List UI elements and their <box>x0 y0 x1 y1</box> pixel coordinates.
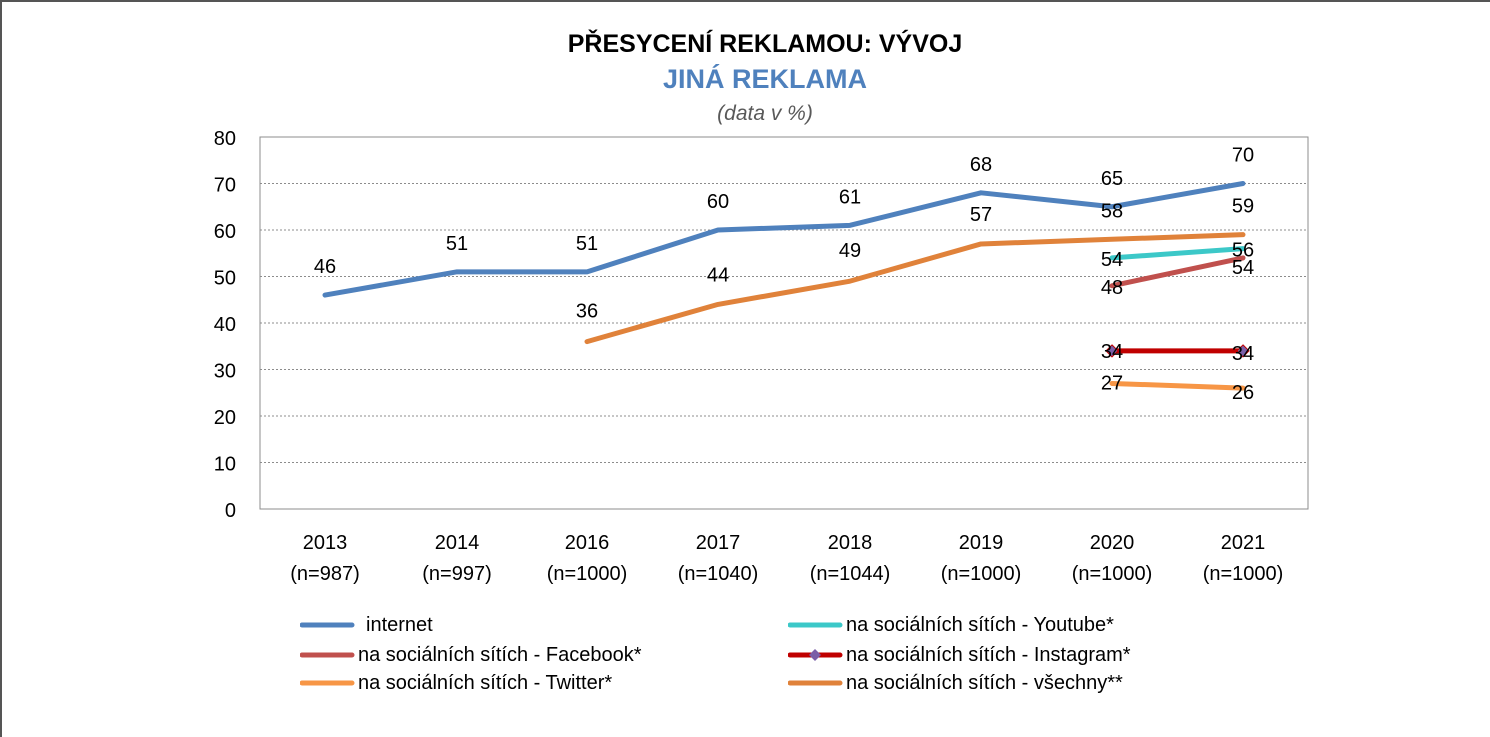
data-label: 49 <box>839 240 861 262</box>
data-label: 27 <box>1101 372 1123 394</box>
data-label: 56 <box>1232 240 1254 262</box>
legend-item: na sociálních sítích - Facebook* <box>300 642 641 668</box>
x-tick-sublabel: (n=987) <box>290 563 360 585</box>
y-tick-label: 0 <box>225 500 236 522</box>
x-tick-label: 2018 <box>828 532 873 554</box>
x-tick-label: 2021 <box>1221 532 1266 554</box>
legend-label: na sociálních sítích - Youtube* <box>846 613 1114 636</box>
y-tick-label: 20 <box>214 407 236 429</box>
x-tick-label: 2017 <box>696 532 741 554</box>
legend-swatch <box>788 622 843 628</box>
data-label: 61 <box>839 186 861 208</box>
y-tick-label: 70 <box>214 175 236 197</box>
legend-swatch <box>788 649 843 661</box>
data-label: 65 <box>1101 168 1123 190</box>
series-marker <box>1105 344 1119 358</box>
data-label: 70 <box>1232 145 1254 167</box>
y-tick-label: 60 <box>214 221 236 243</box>
series-line-4 <box>1109 380 1246 391</box>
legend-swatch <box>300 652 355 658</box>
x-tick-sublabel: (n=1044) <box>810 563 891 585</box>
legend-label: na sociálních sítích - Twitter* <box>358 671 613 694</box>
y-tick-label: 10 <box>214 454 236 476</box>
legend-item: na sociálních sítích - všechny** <box>788 670 1123 696</box>
series-line-5 <box>584 232 1246 345</box>
data-label: 44 <box>707 264 729 286</box>
x-tick-sublabel: (n=1000) <box>547 563 628 585</box>
series-marker <box>1236 344 1250 358</box>
y-tick-label: 80 <box>214 128 236 150</box>
x-tick-label: 2013 <box>303 532 348 554</box>
series-line-1 <box>1109 246 1246 261</box>
legend-item: na sociálních sítích - Twitter* <box>300 670 612 696</box>
legend-swatch <box>300 622 355 628</box>
legend-label: na sociálních sítích - Facebook* <box>358 643 642 666</box>
data-label: 54 <box>1101 249 1123 271</box>
data-label: 36 <box>576 301 598 323</box>
x-tick-label: 2014 <box>435 532 480 554</box>
chart-note: (data v %) <box>717 102 813 125</box>
x-tick-sublabel: (n=1040) <box>678 563 759 585</box>
data-label: 68 <box>970 154 992 176</box>
y-tick-label: 50 <box>214 268 236 290</box>
series-line-0 <box>322 181 1246 298</box>
series-line-2 <box>1109 255 1246 289</box>
x-tick-label: 2016 <box>565 532 610 554</box>
legend-item: na sociálních sítích - Instagram* <box>788 642 1131 668</box>
data-label: 48 <box>1101 277 1123 299</box>
data-label: 34 <box>1232 343 1254 365</box>
x-tick-label: 2020 <box>1090 532 1135 554</box>
data-label: 26 <box>1232 382 1254 404</box>
legend-label: na sociálních sítích - všechny** <box>846 671 1123 694</box>
x-tick-sublabel: (n=1000) <box>1203 563 1284 585</box>
legend-swatch <box>788 680 843 686</box>
data-label: 34 <box>1101 341 1123 363</box>
legend-item: na sociálních sítích - Youtube* <box>788 612 1114 638</box>
legend-label: na sociálních sítích - Instagram* <box>846 643 1131 666</box>
y-tick-label: 40 <box>214 314 236 336</box>
x-tick-sublabel: (n=1000) <box>941 563 1022 585</box>
x-tick-label: 2019 <box>959 532 1004 554</box>
data-label: 46 <box>314 256 336 278</box>
legend-label: internet <box>366 613 433 636</box>
data-label: 59 <box>1232 196 1254 218</box>
chart-title: PŘESYCENÍ REKLAMOU: VÝVOJ <box>567 30 963 58</box>
y-tick-label: 30 <box>214 361 236 383</box>
x-tick-sublabel: (n=997) <box>422 563 492 585</box>
data-label: 58 <box>1101 200 1123 222</box>
data-label: 54 <box>1232 257 1254 279</box>
data-label: 51 <box>576 233 598 255</box>
data-label: 57 <box>970 204 992 226</box>
data-label: 51 <box>446 233 468 255</box>
legend-swatch <box>300 680 355 686</box>
legend-item: internet <box>300 612 433 638</box>
chart-subtitle: JINÁ REKLAMA <box>662 64 867 94</box>
data-label: 60 <box>707 191 729 213</box>
x-tick-sublabel: (n=1000) <box>1072 563 1153 585</box>
